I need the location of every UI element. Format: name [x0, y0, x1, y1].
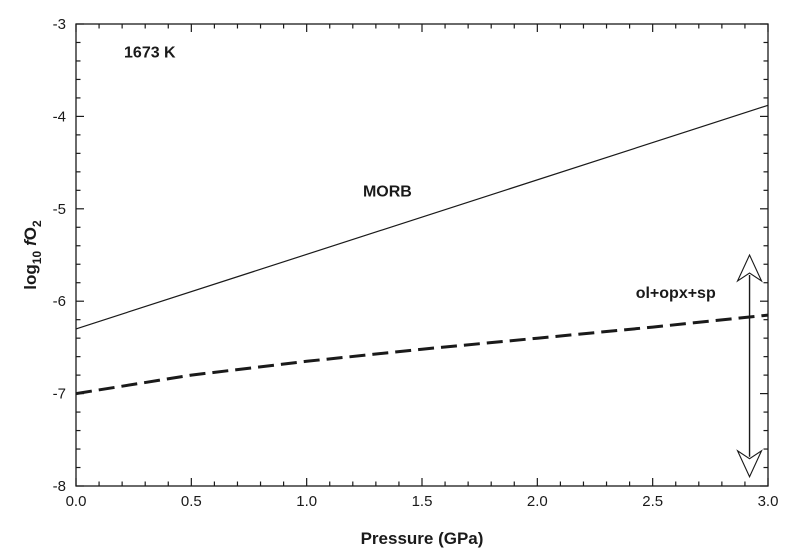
arrow-head-up	[736, 253, 763, 283]
annotation-morb: MORB	[363, 183, 412, 200]
y-label-log-subscript: 10	[30, 251, 44, 265]
x-axis-label: Pressure (GPa)	[361, 529, 484, 548]
y-tick-label: -4	[53, 108, 66, 125]
arrow-layer	[736, 253, 763, 479]
arrow-head-down	[736, 449, 763, 479]
series-line-morb	[75, 104, 769, 330]
x-tick-label: 0.5	[181, 493, 202, 510]
y-tick-label: -8	[53, 478, 66, 495]
y-tick-label: -7	[53, 386, 66, 403]
ticks	[75, 23, 769, 487]
plot-frame	[75, 23, 769, 487]
y-label-o-subscript: 2	[30, 220, 44, 227]
x-tick-label: 3.0	[758, 493, 779, 510]
x-tick-label: 1.5	[412, 493, 433, 510]
series-line-ol-opx-sp	[75, 313, 769, 396]
x-tick-label: 0.0	[66, 493, 87, 510]
y-label-log: log	[21, 264, 40, 290]
x-tick-label: 2.5	[642, 493, 663, 510]
y-label-f: f	[21, 238, 40, 246]
y-axis-label: log10 fO2	[21, 220, 44, 290]
annotation-temperature: 1673 K	[124, 45, 176, 62]
series-layer	[75, 104, 769, 396]
y-tick-labels: -8 -7 -6 -5 -4 -3	[53, 16, 66, 495]
y-tick-label: -6	[53, 293, 66, 310]
y-tick-label: -5	[53, 201, 66, 218]
x-tick-labels: 0.0 0.5 1.0 1.5 2.0 2.5 3.0	[66, 493, 779, 510]
x-tick-label: 2.0	[527, 493, 548, 510]
y-tick-label: -3	[53, 16, 66, 33]
annotation-ol-opx-sp: ol+opx+sp	[636, 285, 716, 302]
y-label-o: O	[21, 227, 40, 240]
x-tick-label: 1.0	[296, 493, 317, 510]
